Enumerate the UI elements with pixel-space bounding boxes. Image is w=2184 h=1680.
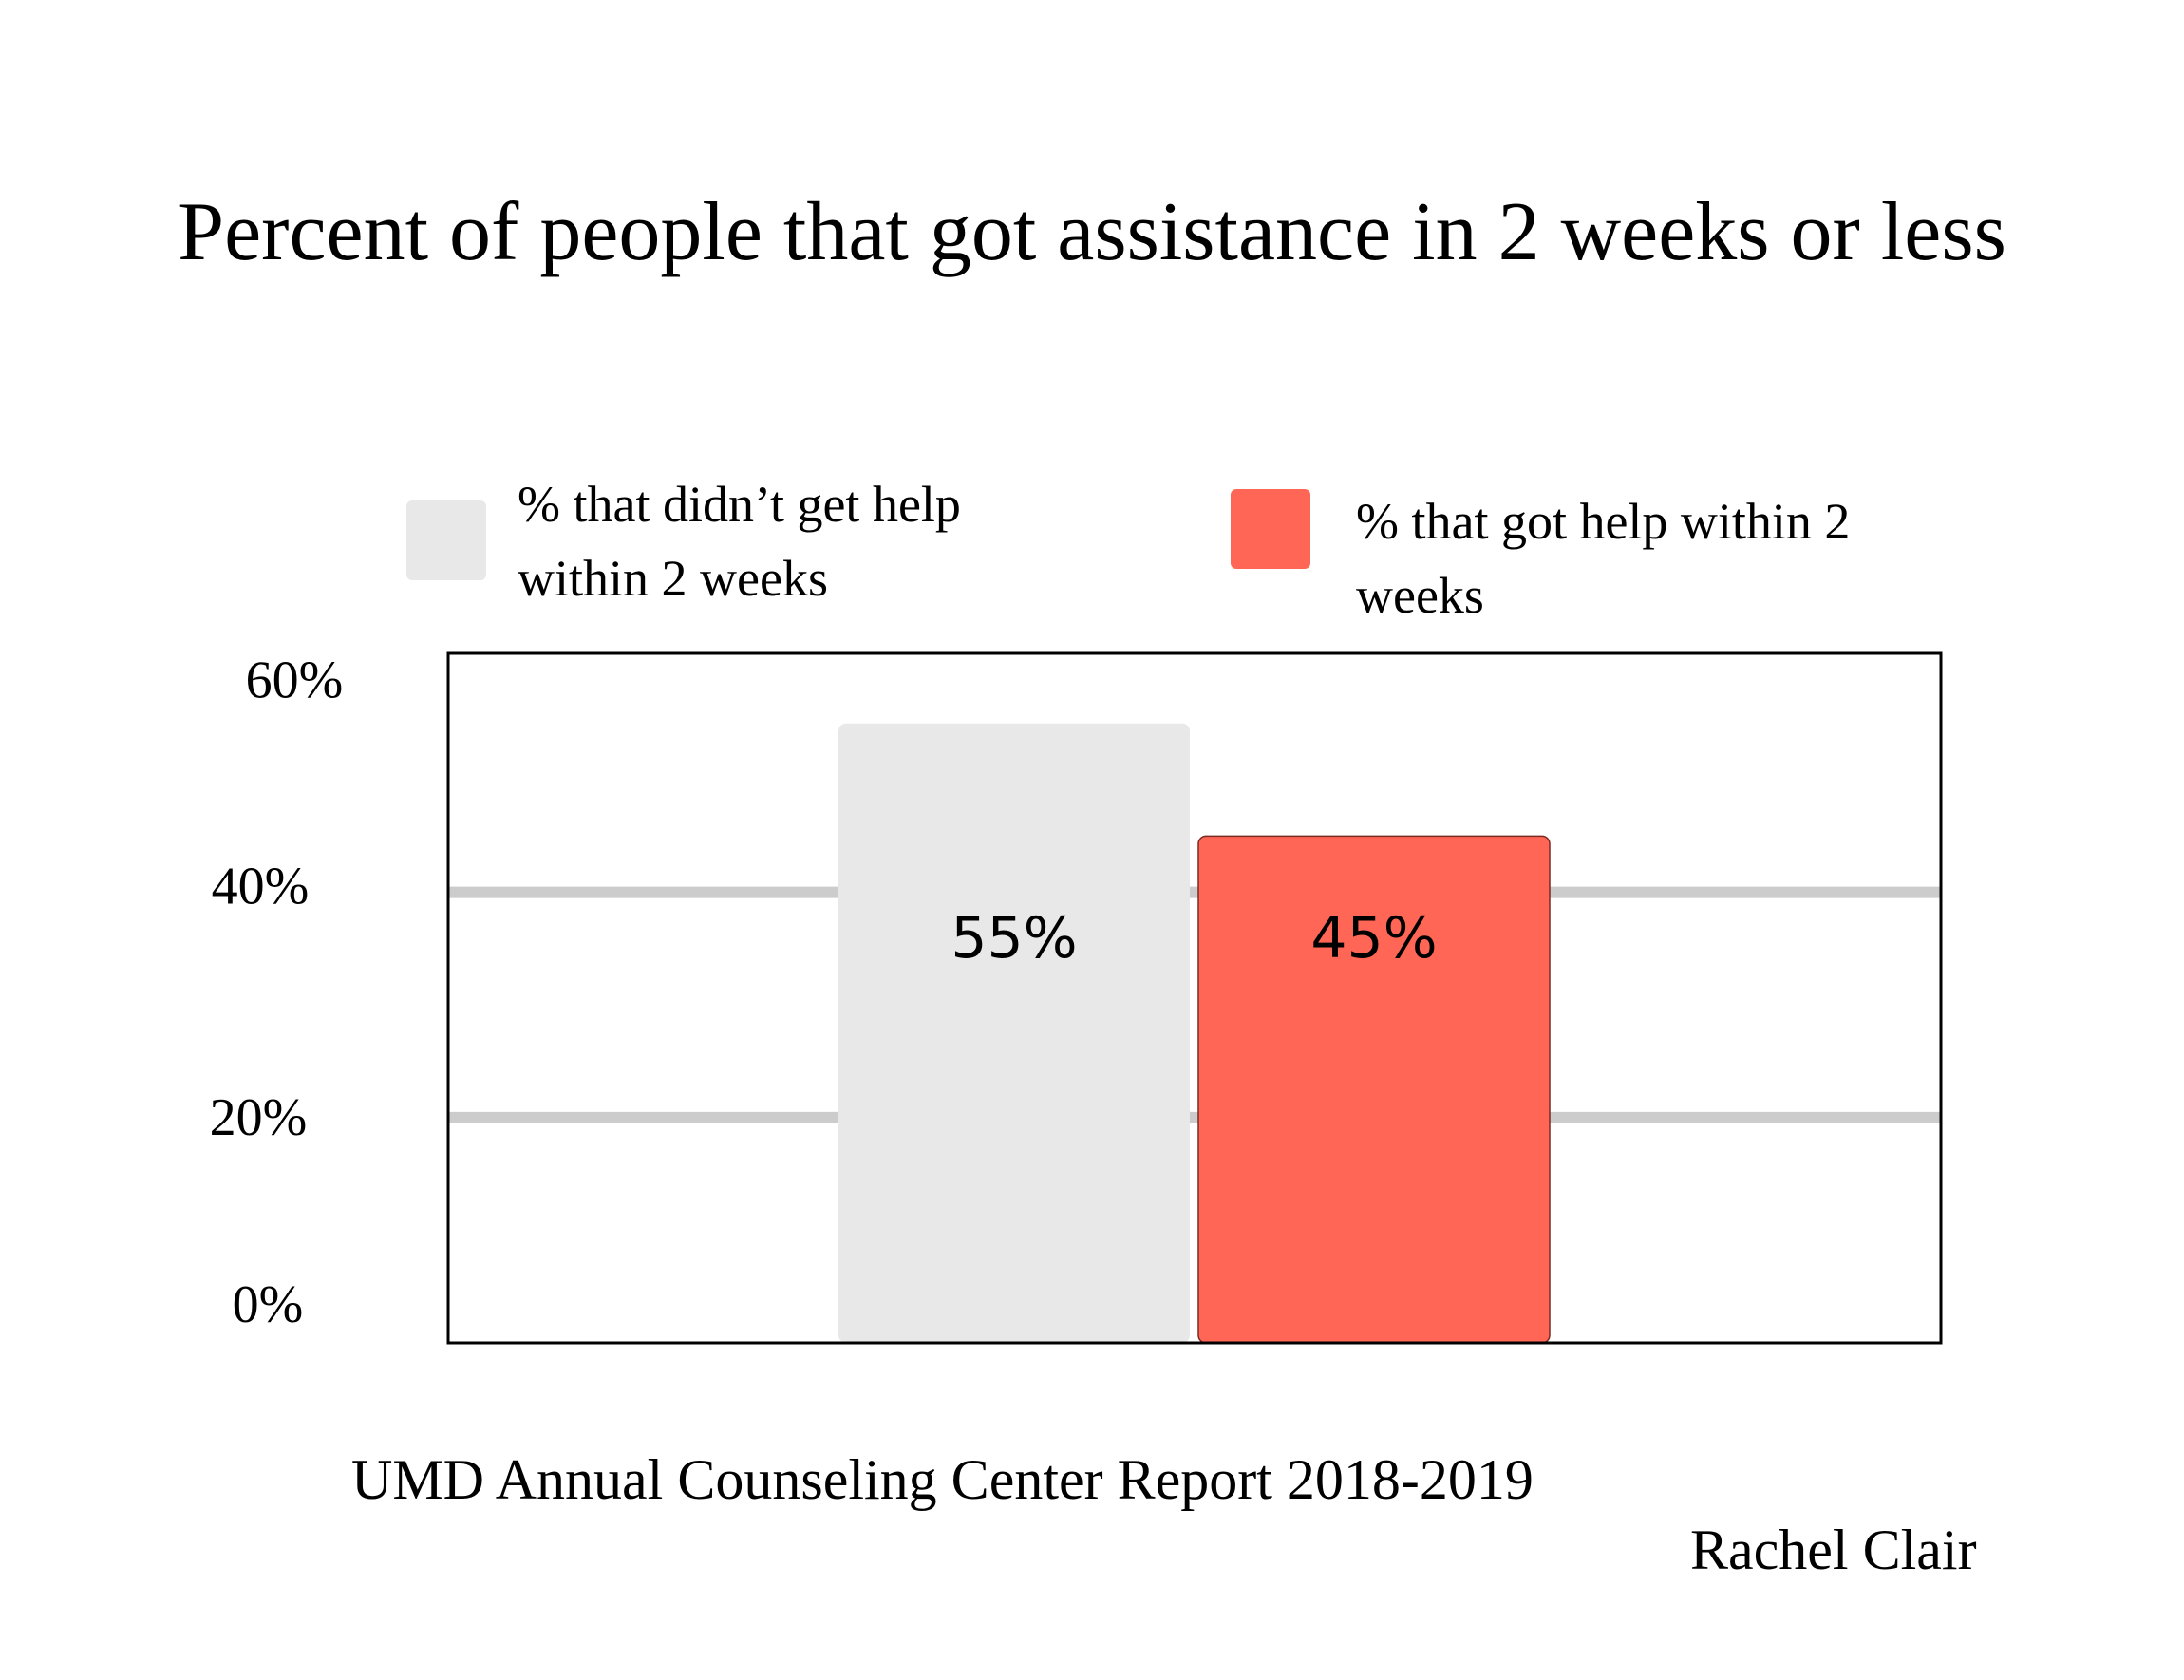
legend-swatch-no-help [406, 500, 486, 580]
legend-label-no-help: % that didn’t get help within 2 weeks [518, 476, 961, 607]
bar-value-label-0: 55% [951, 905, 1077, 972]
bar-value-label-1: 45% [1310, 905, 1437, 972]
chart-title: Percent of people that got assistance in… [178, 186, 2006, 278]
legend-label-got-help: % that got help within 2 weeks [1356, 493, 1851, 624]
y-tick-label-60: 60% [246, 651, 344, 710]
author-credit: Rachel Clair [1690, 1519, 1977, 1581]
y-tick-label-40: 40% [212, 858, 310, 916]
y-tick-label-20: 20% [210, 1088, 308, 1147]
bar-0 [838, 723, 1190, 1343]
plot-frame [446, 651, 1943, 1345]
legend-swatch-got-help [1231, 489, 1310, 569]
y-tick-label-0: 0% [233, 1275, 304, 1334]
source-note: UMD Annual Counseling Center Report 2018… [351, 1448, 1534, 1511]
